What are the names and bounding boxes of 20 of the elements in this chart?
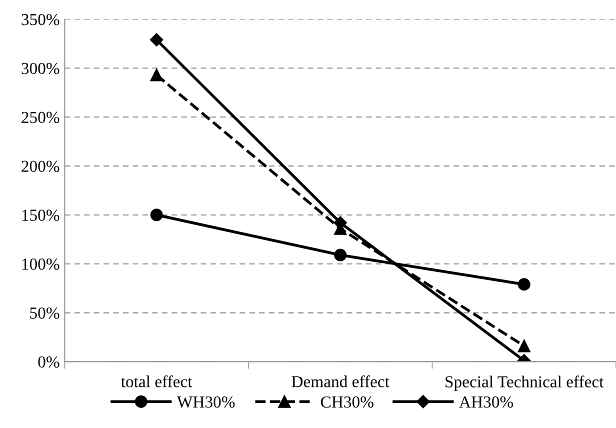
legend-label: WH30% bbox=[176, 396, 235, 408]
y-tick-label: 350% bbox=[22, 14, 60, 26]
point bbox=[150, 68, 163, 82]
y-tick-label: 0% bbox=[38, 356, 60, 368]
y-tick-label: 200% bbox=[22, 160, 60, 172]
point bbox=[150, 208, 163, 222]
legend-label: CH30% bbox=[320, 396, 374, 408]
x-tick-label: Demand effect bbox=[292, 375, 390, 388]
y-tick-label: 250% bbox=[22, 112, 60, 124]
x-tick-label: Special Technical effect bbox=[446, 376, 604, 391]
point bbox=[150, 33, 164, 46]
y-tick-label: 50% bbox=[30, 307, 60, 319]
point bbox=[518, 340, 530, 352]
point bbox=[518, 278, 530, 291]
legend-label: AH30% bbox=[459, 396, 514, 408]
y-tick-label: 300% bbox=[22, 62, 60, 74]
y-tick-label: 150% bbox=[22, 210, 60, 221]
point bbox=[334, 248, 347, 262]
y-tick-label: 100% bbox=[22, 258, 60, 270]
x-tick-label: total effect bbox=[121, 375, 192, 388]
